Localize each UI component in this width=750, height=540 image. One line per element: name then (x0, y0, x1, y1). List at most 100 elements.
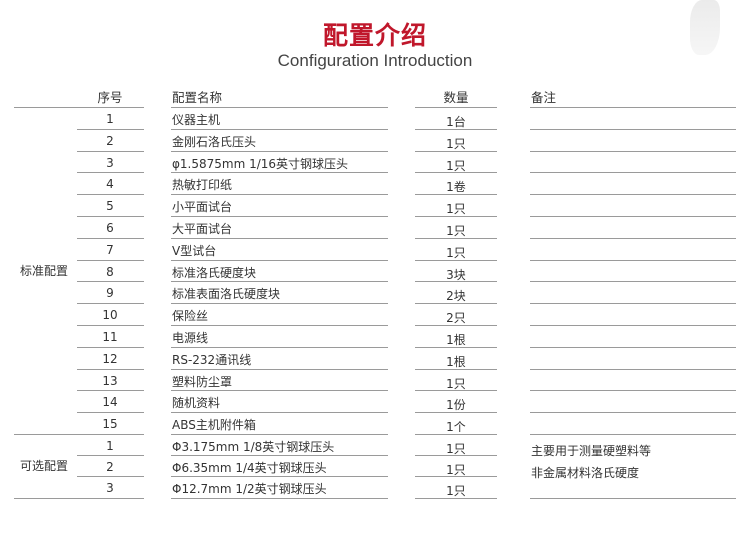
row-rule-seq (77, 281, 144, 282)
row-seq: 11 (102, 330, 118, 344)
row-rule-seq (14, 498, 144, 499)
row-name: 标准表面洛氏硬度块 (172, 287, 281, 302)
row-name: Φ3.175mm 1/8英寸钢球压头 (172, 440, 335, 454)
row-rule-remark (530, 281, 736, 282)
row-rule-name (171, 260, 388, 261)
row-rule-remark (530, 151, 736, 152)
row-seq: 14 (102, 395, 118, 410)
row-rule-seq (77, 194, 144, 195)
row-rule-qty (415, 303, 497, 304)
row-rule-qty (415, 347, 497, 348)
row-rule-remark (530, 325, 736, 326)
row-qty: 1只 (446, 224, 466, 238)
row-name: 标准洛氏硬度块 (172, 265, 257, 280)
row-rule-qty (415, 281, 497, 282)
row-qty: 3块 (446, 267, 466, 282)
remark-line: 主要用于测量硬塑料等 (531, 444, 652, 458)
row-name: 金刚石洛氏压头 (172, 134, 257, 149)
row-name: Φ12.7mm 1/2英寸钢球压头 (172, 482, 327, 497)
row-rule-remark (530, 369, 736, 370)
row-qty: 1只 (446, 245, 466, 260)
row-rule-seq (77, 216, 144, 217)
row-rule-remark (530, 172, 736, 173)
row-name: 小平面试台 (172, 200, 233, 215)
group-label: 可选配置 (20, 458, 69, 473)
row-name: V型试台 (172, 243, 217, 258)
row-qty: 1只 (446, 442, 466, 456)
row-rule-name (171, 238, 388, 239)
row-rule-name (171, 347, 388, 348)
row-name: 大平面试台 (172, 222, 233, 236)
row-seq: 8 (106, 264, 114, 279)
row-name: 仪器主机 (172, 113, 221, 127)
row-qty: 1台 (446, 115, 466, 129)
remark-line: 非金属材料洛氏硬度 (531, 466, 640, 480)
ink-decoration (690, 0, 720, 55)
row-seq: 12 (102, 351, 118, 366)
row-rule-name (171, 369, 388, 370)
row-rule-name (171, 172, 388, 173)
header-rule-seq (14, 107, 144, 108)
row-name: RS-232通讯线 (172, 352, 252, 367)
row-seq: 3 (106, 155, 114, 170)
row-seq: 5 (106, 199, 114, 214)
row-seq: 4 (106, 177, 114, 192)
row-rule-qty (415, 412, 497, 413)
row-seq: 1 (106, 112, 114, 126)
row-rule-qty (415, 434, 497, 435)
header-rule-name (171, 107, 388, 108)
row-rule-remark (530, 194, 736, 195)
row-name: 电源线 (172, 331, 209, 345)
header-rule-qty (415, 107, 497, 108)
row-rule-seq (77, 369, 144, 370)
header-name: 配置名称 (172, 90, 223, 105)
row-name: 保险丝 (172, 309, 209, 324)
row-rule-remark (530, 216, 736, 217)
row-rule-name (171, 498, 388, 499)
row-rule-seq (77, 325, 144, 326)
row-qty: 1只 (446, 202, 466, 217)
row-rule-remark (530, 412, 736, 413)
row-rule-name (171, 129, 388, 130)
row-rule-name (171, 151, 388, 152)
row-rule-seq (77, 151, 144, 152)
row-rule-qty (415, 151, 497, 152)
row-qty: 1只 (446, 136, 466, 151)
row-seq: 1 (106, 439, 114, 453)
row-qty: 2块 (446, 289, 466, 304)
page-title: 配置介绍 (322, 21, 427, 50)
row-name: 塑料防尘罩 (172, 374, 233, 389)
row-qty: 2只 (446, 311, 466, 326)
row-rule-remark (530, 260, 736, 261)
row-rule-remark (530, 347, 736, 348)
row-rule-remark (530, 303, 736, 304)
row-qty: 1只 (446, 376, 466, 391)
row-rule-qty (415, 216, 497, 217)
row-rule-qty (415, 390, 497, 391)
row-rule-seq (77, 347, 144, 348)
row-qty: 1卷 (446, 180, 466, 195)
row-seq: 2 (106, 133, 114, 148)
row-rule-name (171, 455, 388, 456)
row-rule-seq (14, 434, 144, 435)
row-qty: 1只 (446, 463, 466, 478)
row-rule-seq (77, 303, 144, 304)
row-rule-name (171, 303, 388, 304)
row-rule-name (171, 194, 388, 195)
row-rule-name (171, 325, 388, 326)
row-rule-seq (77, 238, 144, 239)
row-seq: 10 (102, 308, 118, 323)
row-qty: 1只 (446, 484, 466, 499)
row-seq: 9 (106, 286, 114, 301)
header-qty: 数量 (443, 90, 469, 105)
row-name: 随机资料 (172, 396, 221, 411)
row-qty: 1根 (446, 354, 466, 369)
row-qty: 1个 (446, 420, 466, 435)
row-rule-remark (530, 434, 736, 435)
row-rule-seq (77, 390, 144, 391)
row-rule-qty (415, 172, 497, 173)
row-rule-qty (415, 325, 497, 326)
row-seq: 15 (102, 417, 118, 432)
row-seq: 2 (106, 460, 114, 475)
row-rule-qty (415, 476, 497, 477)
